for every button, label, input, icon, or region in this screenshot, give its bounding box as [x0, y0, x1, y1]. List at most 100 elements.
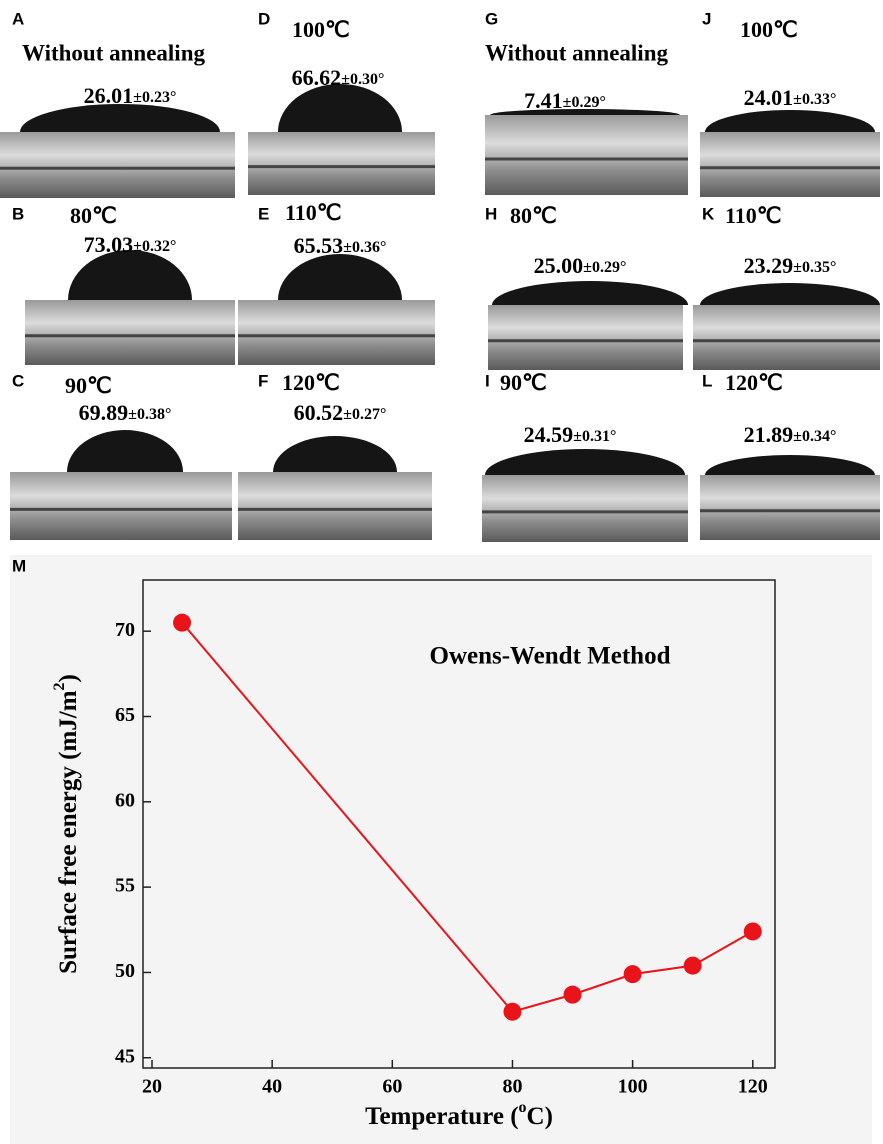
condition-label: 100℃ [740, 17, 798, 42]
substrate-image [248, 132, 435, 195]
angle-error: ±0.29° [583, 259, 626, 276]
y-tick-label: 50 [115, 960, 135, 982]
droplet [490, 109, 680, 115]
panel-letter: J [702, 9, 711, 28]
angle-value: 26.01 [84, 83, 134, 108]
angle-value: 65.53 [294, 233, 344, 258]
substrate-image [488, 305, 683, 370]
condition-label: 100℃ [292, 17, 350, 42]
y-label-text: ) [55, 674, 82, 682]
x-tick-label: 100 [618, 1076, 648, 1098]
substrate-image [0, 132, 235, 198]
data-line [181, 622, 754, 1013]
panel-letter: K [702, 204, 715, 223]
data-point [743, 922, 762, 941]
droplet [278, 254, 402, 300]
condition-label: 120℃ [725, 370, 783, 395]
substrate-image [25, 300, 235, 365]
data-point [173, 613, 192, 632]
x-label-sup: o [519, 1099, 527, 1116]
chart-background [10, 555, 872, 1144]
angle-error: ±0.23° [133, 89, 176, 106]
substrate-image [700, 475, 880, 540]
angle-value: 25.00 [534, 253, 584, 278]
condition-label: 80℃ [70, 203, 117, 228]
droplet [700, 283, 880, 305]
angle-error: ±0.31° [573, 428, 616, 445]
x-tick-label: 40 [262, 1076, 282, 1098]
condition-label: 90℃ [500, 370, 547, 395]
angle-value: 73.03 [84, 232, 134, 257]
droplet [278, 84, 402, 132]
substrate-image [238, 300, 435, 365]
condition-label: 110℃ [725, 203, 782, 228]
condition-label: 110℃ [285, 200, 342, 225]
substrate-image [10, 472, 232, 540]
droplet [20, 104, 220, 132]
y-axis-label: Surface free energy (mJ/m2) [51, 674, 82, 974]
angle-error: ±0.29° [563, 94, 606, 111]
x-label-text: C) [527, 1103, 553, 1130]
substrate-image [482, 475, 688, 542]
contact-angle: 65.53±0.36° [294, 233, 387, 258]
condition-label: 90℃ [65, 373, 112, 398]
condition-label: 80℃ [510, 203, 557, 228]
panel-letter: C [12, 371, 24, 390]
contact-angle: 24.01±0.33° [744, 85, 837, 110]
y-tick-label: 55 [115, 875, 135, 897]
angle-error: ±0.27° [343, 406, 386, 423]
angle-value: 60.52 [294, 400, 344, 425]
angle-value: 21.89 [744, 422, 794, 447]
contact-angle: 7.41±0.29° [524, 88, 606, 113]
angle-value: 66.62 [292, 65, 342, 90]
contact-angle: 60.52±0.27° [294, 400, 387, 425]
contact-angle: 23.29±0.35° [744, 253, 837, 278]
droplet [705, 455, 875, 475]
panel-letter: M [12, 556, 26, 575]
droplet [273, 436, 397, 472]
panel-letter: E [258, 204, 269, 223]
contact-angle: 25.00±0.29° [534, 253, 627, 278]
data-point [623, 965, 642, 984]
substrate-image [485, 115, 688, 195]
data-point [563, 985, 582, 1004]
y-tick-label: 45 [115, 1045, 135, 1067]
substrate-image [700, 132, 880, 197]
panel-letter: D [258, 9, 270, 28]
contact-angle: 24.59±0.31° [524, 422, 617, 447]
droplet [67, 430, 183, 472]
y-tick-label: 65 [115, 704, 135, 726]
y-tick-label: 60 [115, 789, 135, 811]
substrate-image [238, 472, 432, 540]
angle-error: ±0.34° [793, 428, 836, 445]
y-tick-label: 70 [115, 619, 135, 641]
contact-angle: 26.01±0.23° [84, 83, 177, 108]
angle-value: 24.01 [744, 85, 794, 110]
condition-label: Without annealing [22, 40, 205, 65]
x-label-text: Temperature ( [365, 1103, 518, 1130]
angle-value: 7.41 [524, 88, 563, 113]
panel-letter: I [485, 371, 490, 390]
condition-label: Without annealing [485, 40, 668, 65]
substrate-image [693, 305, 880, 370]
angle-value: 23.29 [744, 253, 794, 278]
angle-error: ±0.38° [128, 406, 171, 423]
angle-error: ±0.36° [343, 239, 386, 256]
angle-error: ±0.32° [133, 238, 176, 255]
x-tick-label: 60 [382, 1076, 402, 1098]
x-axis-label: Temperature (oC) [365, 1099, 553, 1130]
panel-letter: G [485, 9, 498, 28]
panel-letter: B [12, 204, 24, 223]
angle-value: 69.89 [79, 400, 129, 425]
plot-frame [142, 579, 776, 1069]
y-label-sup: 2 [51, 682, 68, 690]
contact-angle: 66.62±0.30° [292, 65, 385, 90]
angle-error: ±0.35° [793, 259, 836, 276]
data-point [503, 1002, 522, 1021]
contact-angle: 21.89±0.34° [744, 422, 837, 447]
panel-letter: H [485, 204, 497, 223]
angle-error: ±0.30° [341, 71, 384, 88]
droplet [485, 449, 685, 475]
angle-value: 24.59 [524, 422, 574, 447]
panel-letter: L [702, 371, 712, 390]
